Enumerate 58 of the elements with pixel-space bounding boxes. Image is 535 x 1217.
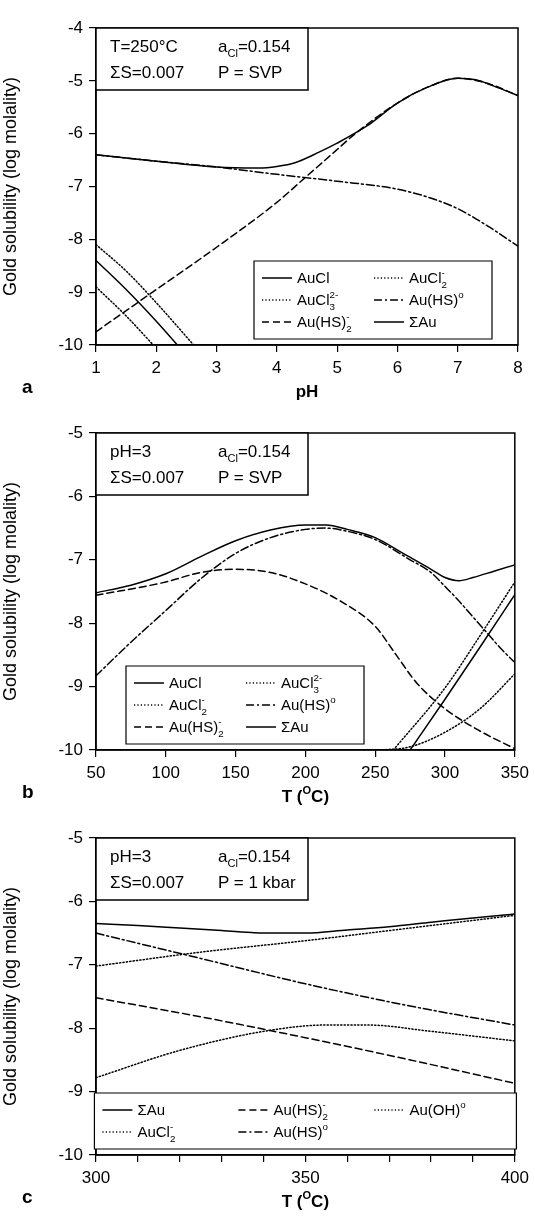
y-tick-label: -9 xyxy=(67,281,83,301)
legend-label: ΣAu xyxy=(281,718,309,735)
annotation: T=250°C xyxy=(110,37,178,56)
y-tick-label: -10 xyxy=(58,334,83,354)
annotation: P = 1 kbar xyxy=(218,873,296,892)
annotation: ΣS=0.007 xyxy=(110,63,185,82)
y-tick-label: -4 xyxy=(67,17,83,37)
x-tick-label: 8 xyxy=(513,357,523,377)
annotation: ΣS=0.007 xyxy=(110,468,185,487)
x-tick-label: 350 xyxy=(500,762,530,782)
x-tick-label: 200 xyxy=(291,762,320,782)
x-tick-label: 1 xyxy=(91,357,101,377)
text: b xyxy=(22,781,34,802)
annotation: pH=3 xyxy=(110,442,152,461)
y-tick-label: -5 xyxy=(67,70,83,90)
y-tick-label: -10 xyxy=(58,739,83,759)
y-tick-label: -5 xyxy=(67,827,83,847)
y-axis-title: Gold solubility (log molality) xyxy=(0,481,20,702)
legend-label: AuCl xyxy=(297,269,330,286)
x-tick-label: 3 xyxy=(211,357,222,377)
y-tick-label: -8 xyxy=(67,612,83,632)
x-axis-title: pH xyxy=(295,382,319,401)
y-axis-title: Gold solubility (log molality) xyxy=(0,76,20,297)
x-tick-label: 250 xyxy=(361,762,390,782)
y-tick-label: -6 xyxy=(67,123,83,143)
legend-label: AuCl xyxy=(169,674,202,691)
annotation: pH=3 xyxy=(110,847,152,866)
y-axis-title: Gold solubility (log molality) xyxy=(0,886,20,1107)
y-tick-label: -6 xyxy=(67,891,83,911)
annotation: ΣS=0.007 xyxy=(110,873,185,892)
x-tick-label: 5 xyxy=(332,357,342,377)
x-tick-label: 50 xyxy=(86,762,106,782)
text: a xyxy=(22,376,33,397)
y-tick-label: -8 xyxy=(67,1017,83,1037)
x-tick-label: 350 xyxy=(291,1167,320,1187)
legend-label: ΣAu xyxy=(137,1101,166,1118)
x-tick-label: 400 xyxy=(500,1167,530,1187)
y-tick-label: -7 xyxy=(67,176,83,196)
x-tick-label: 100 xyxy=(151,762,180,782)
x-tick-label: 4 xyxy=(272,357,282,377)
x-tick-label: 150 xyxy=(221,762,250,782)
text: c xyxy=(22,1186,33,1207)
y-tick-label: -9 xyxy=(67,676,83,696)
x-tick-label: 300 xyxy=(430,762,460,782)
annotation: P = SVP xyxy=(218,468,283,487)
y-tick-label: -9 xyxy=(67,1081,83,1101)
x-tick-label: 7 xyxy=(452,357,463,377)
y-tick-label: -6 xyxy=(67,486,83,506)
annotation: P = SVP xyxy=(218,63,283,82)
y-tick-label: -8 xyxy=(67,229,83,249)
legend-label: ΣAu xyxy=(409,313,437,330)
y-tick-label: -5 xyxy=(67,422,83,442)
y-tick-label: -7 xyxy=(67,954,83,974)
x-tick-label: 2 xyxy=(151,357,162,377)
y-tick-label: -10 xyxy=(58,1144,83,1164)
x-tick-label: 300 xyxy=(81,1167,111,1187)
y-tick-label: -7 xyxy=(67,549,83,569)
x-tick-label: 6 xyxy=(392,357,403,377)
